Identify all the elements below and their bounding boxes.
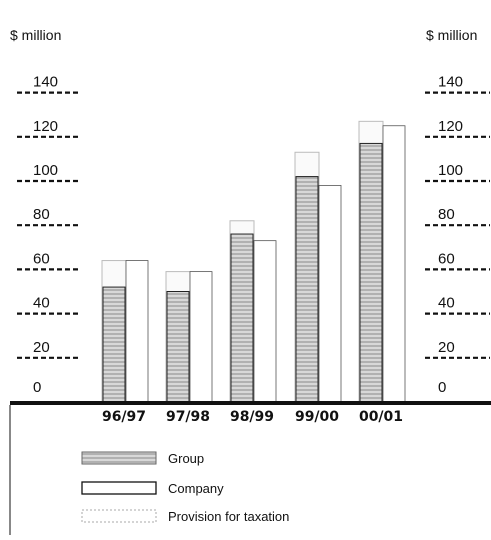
bar-group bbox=[166, 291, 190, 403]
bar-group bbox=[102, 286, 126, 403]
y-axis-unit-right: $ million bbox=[426, 27, 477, 43]
y-tick-label-right: 60 bbox=[438, 250, 455, 267]
bar-group bbox=[295, 176, 319, 403]
y-tick-label-left: 100 bbox=[33, 162, 58, 179]
y-tick-label-left: 120 bbox=[33, 118, 58, 135]
y-tick-label-right: 120 bbox=[438, 118, 463, 135]
bar-company bbox=[318, 185, 342, 403]
y-ticks: 0 0 20 20 40 40 60 60 80 80 100 100 120 120 140 140 bbox=[17, 74, 490, 396]
legend-swatch-provision bbox=[81, 509, 157, 523]
y-tick-label-left: 60 bbox=[33, 250, 50, 267]
y-tick-label-left: 140 bbox=[33, 74, 58, 91]
y-tick-label-right: 20 bbox=[438, 339, 455, 356]
y-tick-label-left: 20 bbox=[33, 339, 50, 356]
x-ticks: 96/97 97/98 98/99 99/00 00/01 bbox=[102, 409, 403, 425]
bar-group bbox=[230, 233, 254, 403]
bars bbox=[101, 120, 406, 403]
y-tick-label-left: 40 bbox=[33, 295, 50, 312]
bar-company bbox=[189, 271, 213, 403]
legend-swatch-group bbox=[81, 451, 157, 465]
bar-company bbox=[253, 240, 277, 403]
y-axis-unit-left: $ million bbox=[10, 27, 61, 43]
legend-label-company: Company bbox=[168, 481, 224, 496]
y-tick-label-right: 100 bbox=[438, 162, 463, 179]
bar-company bbox=[125, 260, 149, 403]
bar-group bbox=[359, 142, 383, 403]
x-tick-label: 00/01 bbox=[359, 409, 403, 425]
legend-label-provision: Provision for taxation bbox=[168, 509, 289, 524]
y-tick-label-right: 140 bbox=[438, 74, 463, 91]
bar-company bbox=[382, 125, 406, 403]
x-tick-label: 99/00 bbox=[295, 409, 339, 425]
y-tick-label-left: 0 bbox=[33, 379, 41, 396]
x-tick-label: 98/99 bbox=[230, 409, 274, 425]
x-tick-label: 97/98 bbox=[166, 409, 210, 425]
y-tick-label-left: 80 bbox=[33, 206, 50, 223]
y-tick-label-right: 0 bbox=[438, 379, 446, 396]
legend: Group Company Provision for taxation bbox=[81, 451, 289, 524]
y-tick-label-right: 80 bbox=[438, 206, 455, 223]
y-tick-label-right: 40 bbox=[438, 295, 455, 312]
legend-label-group: Group bbox=[168, 451, 204, 466]
legend-swatch-company bbox=[81, 481, 157, 495]
x-tick-label: 96/97 bbox=[102, 409, 146, 425]
